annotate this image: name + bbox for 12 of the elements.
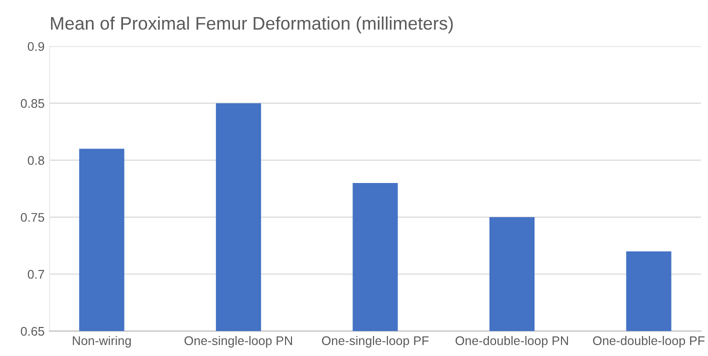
x-tick-label: One-double-loop PN [456,336,568,348]
x-tick-label: One-single-loop PF [322,336,429,348]
y-tick-label: 0.75 [20,212,44,222]
y-tick-label: 0.7 [28,270,44,279]
x-tick-label: Non-wiring [72,336,131,348]
y-tick-label: 0.8 [28,156,44,165]
y-tick-label: 0.9 [28,42,44,51]
x-tick-label: One-double-loop PF [593,336,705,348]
y-tick-label: 0.65 [20,326,44,336]
y-tick-label: 0.85 [20,99,44,108]
x-tick-label: One-single-loop PN [184,336,292,348]
chart-title: Mean of Proximal Femur Deformation (millimeters) [51,16,453,34]
